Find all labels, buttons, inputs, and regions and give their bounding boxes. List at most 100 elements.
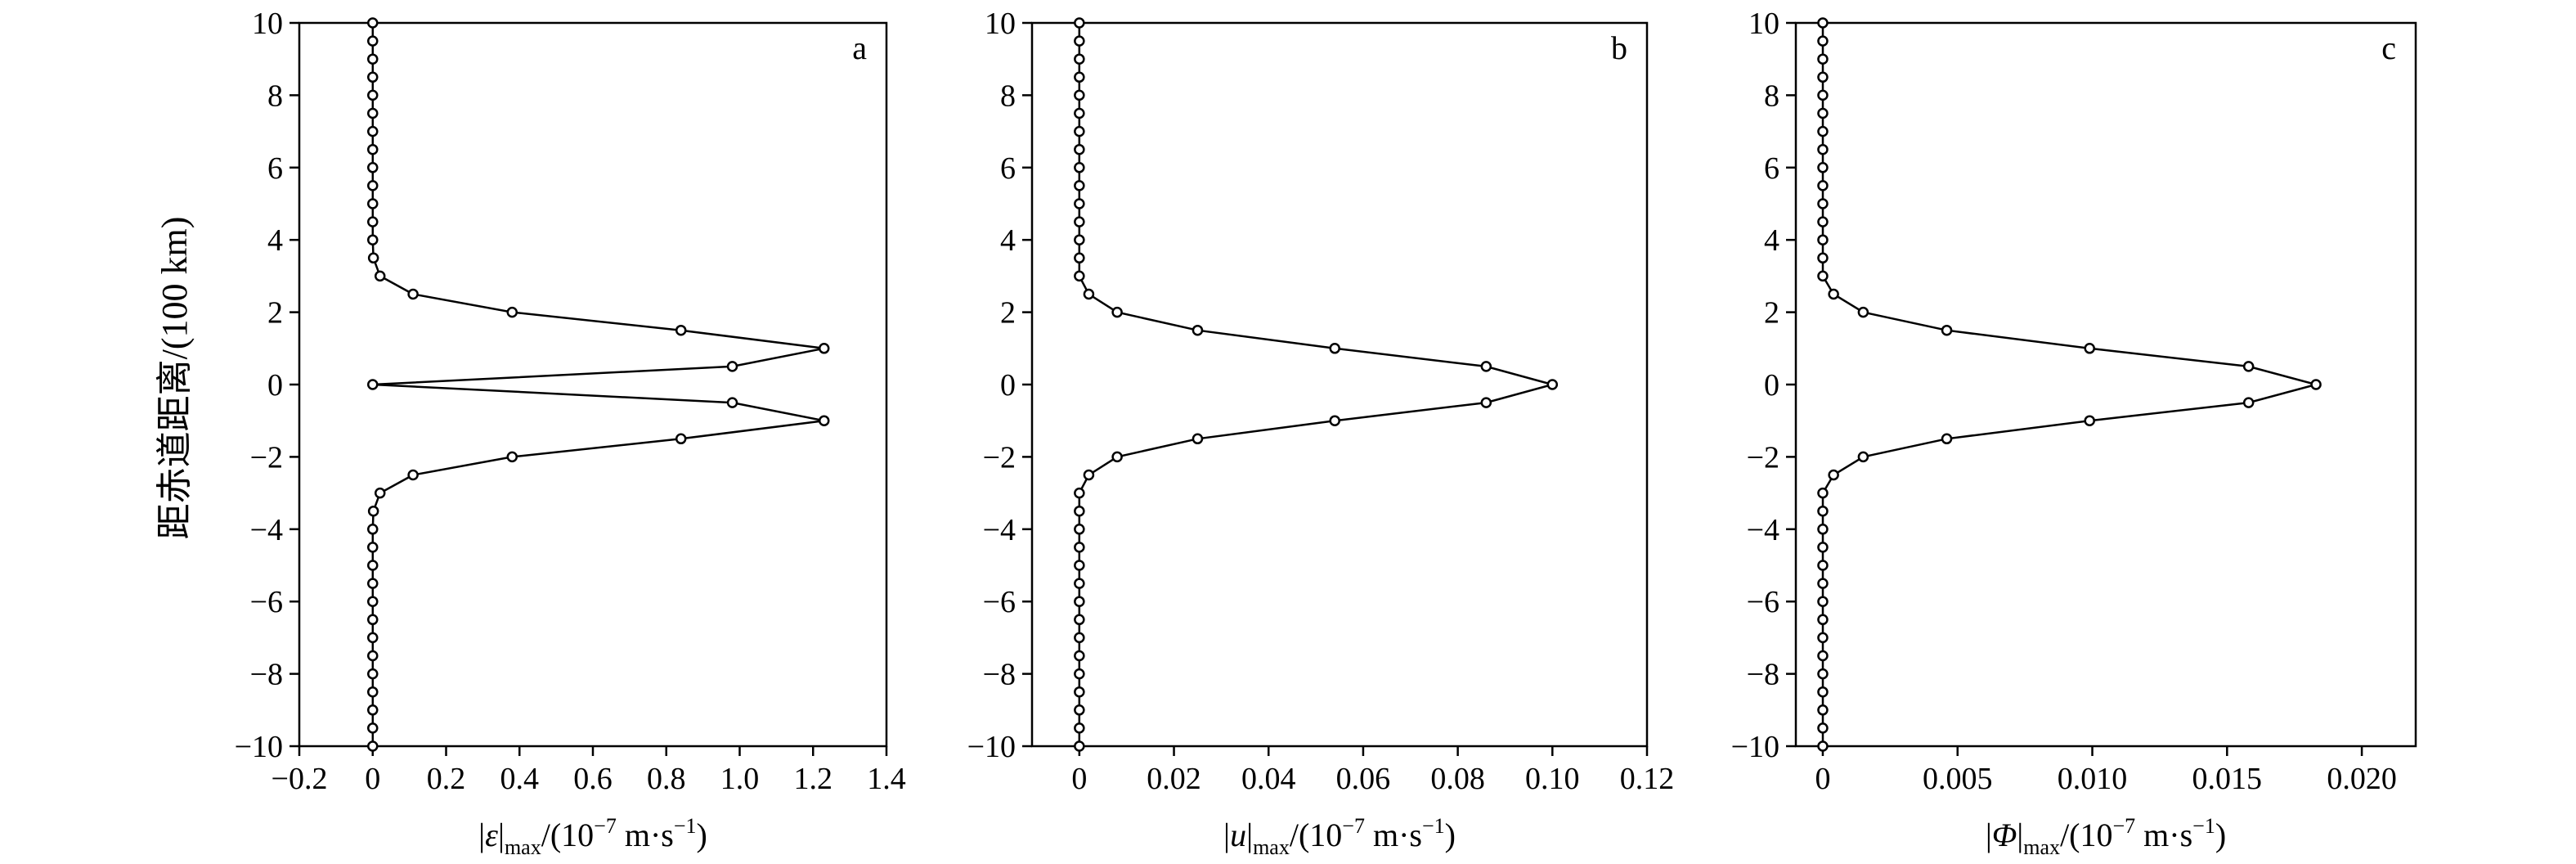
data-point (1074, 722, 1085, 734)
data-point (506, 306, 518, 318)
data-point (367, 125, 379, 137)
data-point (374, 487, 386, 499)
y-tick-label: −10 (235, 730, 283, 764)
data-point (367, 234, 379, 245)
data-point (1074, 650, 1085, 662)
data-point (367, 162, 379, 173)
data-point (1074, 234, 1085, 245)
data-point (1074, 71, 1085, 83)
data-point (1480, 361, 1492, 372)
y-tick-label: −2 (250, 440, 283, 475)
x-tick-label: −0.2 (272, 762, 328, 796)
data-point (367, 505, 379, 517)
x-tick-label: 0 (365, 762, 380, 796)
data-point (1074, 216, 1085, 227)
data-point (1074, 162, 1085, 173)
data-point (407, 469, 419, 481)
data-point (1817, 252, 1829, 264)
data-point (367, 35, 379, 47)
data-point (367, 180, 379, 191)
y-tick-label: −6 (983, 585, 1016, 619)
data-point (1817, 560, 1829, 571)
data-point (2242, 397, 2255, 408)
data-point (1192, 324, 1204, 336)
x-tick-label: 0.015 (2192, 762, 2263, 796)
data-point (367, 379, 379, 390)
x-tick-label: 0.06 (1336, 762, 1391, 796)
x-tick-label: 0.02 (1147, 762, 1201, 796)
data-point (367, 722, 379, 734)
y-tick-label: 10 (252, 7, 283, 41)
x-tick-label: 0 (1815, 762, 1830, 796)
data-point (1817, 578, 1829, 589)
y-tick-label: 8 (1000, 79, 1016, 113)
data-point (1074, 505, 1085, 517)
data-point (1817, 162, 1829, 173)
x-axis-label: |Φ|max/(10−7 m·s−1) (1986, 814, 2226, 859)
y-tick-label: 6 (1764, 151, 1779, 186)
data-point (726, 397, 738, 408)
data-point (1083, 469, 1095, 481)
data-point (1329, 343, 1340, 354)
data-point (367, 704, 379, 716)
data-point (1074, 107, 1085, 119)
y-tick-label: 2 (1764, 296, 1779, 331)
data-point (1817, 125, 1829, 137)
data-point (367, 542, 379, 553)
y-tick-label: 0 (267, 368, 283, 403)
data-point (1192, 433, 1204, 445)
panels-group: −10 −8 −6 −4 −2 0 2 4 6 8 10 −0.2 0 0.2 0.4 0.6 0.8 1.0 1.… (235, 7, 2417, 859)
data-point (1817, 71, 1829, 83)
data-point (1941, 433, 1953, 445)
data-point (1074, 17, 1085, 29)
data-point (1828, 469, 1839, 481)
y-tick-label: 2 (267, 296, 283, 331)
y-tick-label: 4 (1764, 223, 1779, 258)
y-tick-label: −2 (983, 440, 1016, 475)
data-point (367, 668, 379, 680)
data-point (1817, 632, 1829, 644)
panel-a: −10 −8 −6 −4 −2 0 2 4 6 8 10 −0.2 0 0.2 0.4 0.6 0.8 1.0 1.… (235, 7, 906, 859)
data-point (367, 596, 379, 607)
data-point (1074, 578, 1085, 589)
data-point (1074, 668, 1085, 680)
data-point (1074, 143, 1085, 155)
y-tick-label: −10 (967, 730, 1016, 764)
data-point (1074, 632, 1085, 644)
panel-c: −10 −8 −6 −4 −2 0 2 4 6 8 10 0 0.005 0.010 0.015 0.020 c… (1731, 7, 2417, 859)
data-point (367, 143, 379, 155)
data-point (1074, 524, 1085, 535)
data-point (1074, 35, 1085, 47)
y-tick-label: 0 (1764, 368, 1779, 403)
data-point (1828, 288, 1839, 300)
series-line (1821, 23, 2320, 746)
x-tick-label: 0.4 (500, 762, 540, 796)
x-axis-label: |ε|max/(10−7 m·s−1) (478, 814, 707, 859)
data-point (1817, 596, 1829, 607)
x-tick-label: 1.0 (720, 762, 760, 796)
panel-letter: a (852, 29, 867, 66)
data-point (367, 17, 379, 29)
x-tick-label: 0.10 (1525, 762, 1580, 796)
data-point (675, 324, 687, 336)
plot-frame (1794, 21, 2417, 748)
data-point (1074, 270, 1085, 282)
y-tick-label: 8 (267, 79, 283, 113)
data-point (1817, 722, 1829, 734)
y-tick-label: −4 (250, 513, 283, 547)
data-point (407, 288, 419, 300)
data-point (818, 415, 830, 426)
x-tick-label: 0.005 (1923, 762, 1993, 796)
data-point (1857, 451, 1869, 463)
data-point (2242, 361, 2255, 372)
data-point (1817, 650, 1829, 662)
data-point (1074, 614, 1085, 626)
data-point (1074, 180, 1085, 191)
data-point (1817, 53, 1829, 65)
data-point (1817, 180, 1829, 191)
data-point (1817, 740, 1829, 752)
y-tick-label: −6 (250, 585, 283, 619)
data-point (1074, 686, 1085, 698)
y-tick-label: 6 (267, 151, 283, 186)
